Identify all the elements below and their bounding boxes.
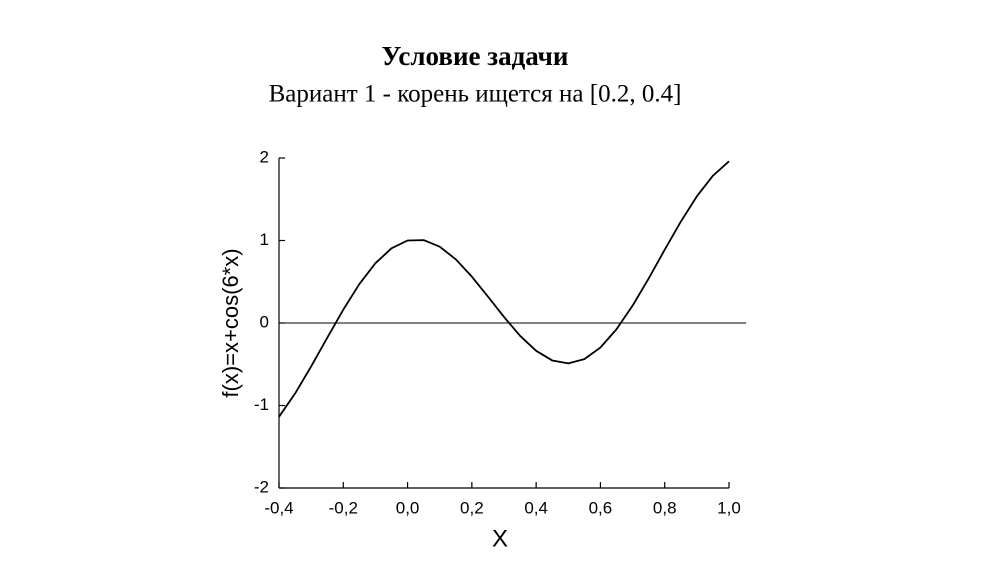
x-axis-label: X — [492, 525, 508, 552]
x-tick-label: 0,6 — [589, 498, 613, 517]
y-tick-label: -2 — [254, 477, 269, 496]
x-tick-label: 0,0 — [396, 498, 420, 517]
y-tick-label: 2 — [260, 147, 269, 166]
y-axis-label: f(x)=x+cos(6*x) — [218, 248, 243, 397]
y-tick-label: 0 — [260, 312, 269, 331]
data-line — [278, 160, 730, 418]
x-tick-label: -0,2 — [329, 498, 358, 517]
y-tick-label: 1 — [260, 230, 269, 249]
x-tick-label: 1,0 — [717, 498, 741, 517]
x-tick-label: 0,2 — [460, 498, 484, 517]
x-tick-label: -0,4 — [264, 498, 293, 517]
y-tick-label: -1 — [254, 395, 269, 414]
x-tick-label: 0,8 — [653, 498, 677, 517]
chart-subtitle: Вариант 1 - корень ищется на [0.2, 0.4] — [269, 81, 682, 108]
x-tick-label: 0,4 — [524, 498, 548, 517]
chart-title: Условие задачи — [382, 41, 569, 71]
